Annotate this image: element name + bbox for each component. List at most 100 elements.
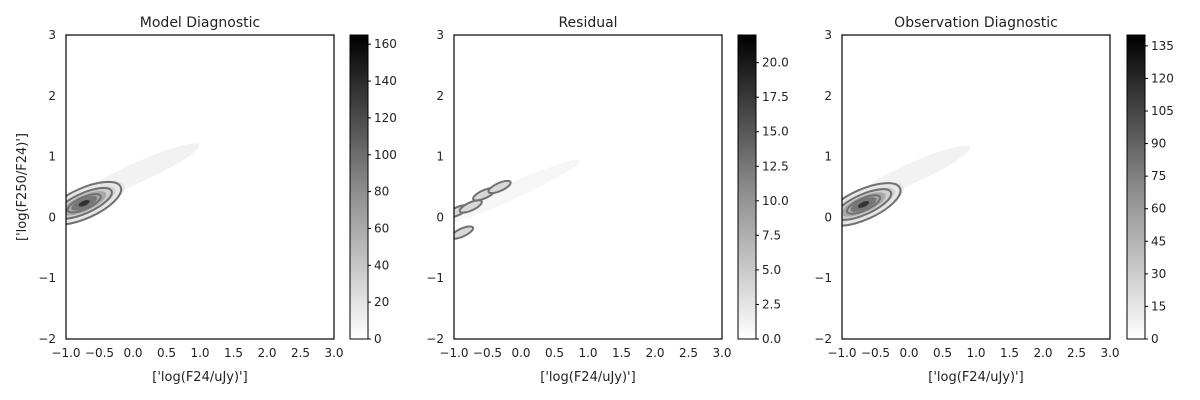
- x-tick-label: −1.0: [51, 346, 80, 360]
- y-tick-label: −2: [38, 332, 56, 346]
- colorbar-tick-label: 20.0: [762, 56, 789, 70]
- density-level: [857, 201, 870, 208]
- colorbar-tick-label: 75: [1151, 169, 1166, 183]
- colorbar-tick-label: 15: [1151, 299, 1166, 313]
- x-tick-label: 2.0: [1033, 346, 1052, 360]
- colorbar-tick-label: 60: [1151, 202, 1166, 216]
- x-tick-label: 3.0: [712, 346, 731, 360]
- colorbar-gradient: [349, 34, 369, 340]
- colorbar-tick-label: 20: [374, 295, 389, 309]
- x-tick-label: 0.5: [157, 346, 176, 360]
- x-tick-label: 1.5: [224, 346, 243, 360]
- x-tick-label: 0.0: [511, 346, 530, 360]
- colorbar-gradient: [737, 34, 757, 340]
- x-tick-label: −0.5: [861, 346, 890, 360]
- x-axis-label: ['log(F24/uJy)']: [152, 370, 247, 385]
- x-tick-label: 1.5: [1000, 346, 1019, 360]
- panel-1: Model Diagnostic −1.0 −0.5 0.0 0.5 1.0 1.5 2.0 2…: [15, 15, 397, 385]
- colorbar-tick-label: 7.5: [762, 228, 781, 242]
- colorbar-tick-label: 120: [374, 111, 397, 125]
- panel-2: Residual −1.0 −0.5 0.0 0.5 1.0 1.5 2.0 2.5 3.0 −2 −…: [426, 15, 788, 385]
- colorbar-tick-label: 17.5: [762, 90, 789, 104]
- y-tick-label: 1: [436, 150, 444, 164]
- x-tick-label: −0.5: [85, 346, 114, 360]
- colorbar-tick-label: 135: [1151, 39, 1174, 53]
- x-tick-label: −0.5: [473, 346, 502, 360]
- plot-frame: [841, 34, 1111, 340]
- y-tick-label: 1: [824, 150, 832, 164]
- y-tick-label: 3: [48, 28, 56, 42]
- x-tick-label: −1.0: [439, 346, 468, 360]
- plot-area: [454, 159, 581, 240]
- colorbar-tick-label: 0: [1151, 332, 1159, 346]
- colorbar-tick-label: 0: [374, 332, 382, 346]
- y-tick-label: −2: [814, 332, 832, 346]
- colorbar-tick-label: 30: [1151, 267, 1166, 281]
- colorbar-tick-label: 120: [1151, 71, 1174, 85]
- colorbar-tick-label: 40: [374, 258, 389, 272]
- y-tick-label: −2: [426, 332, 444, 346]
- x-axis-label: ['log(F24/uJy)']: [928, 370, 1023, 385]
- colorbar-tick-label: 160: [374, 37, 397, 51]
- colorbar: 0.0 2.5 5.0 7.5 10.0 12.5 15.0 17.5 20.0: [737, 34, 789, 346]
- x-tick-label: 1.0: [578, 346, 597, 360]
- x-tick-label: 1.5: [612, 346, 631, 360]
- y-axis-label: ['log(F250/F24)']: [15, 133, 30, 241]
- y-tick-label: 3: [824, 28, 832, 42]
- x-tick-label: 2.0: [645, 346, 664, 360]
- panel-title: Model Diagnostic: [140, 15, 260, 31]
- x-tick-label: 0.5: [545, 346, 564, 360]
- contour-line: [66, 186, 113, 220]
- x-tick-label: 2.5: [679, 346, 698, 360]
- contour-line: [66, 193, 102, 214]
- plot-frame: [65, 34, 335, 340]
- colorbar-tick-label: 5.0: [762, 263, 781, 277]
- plot-area: [66, 143, 200, 226]
- y-tick-label: 2: [436, 89, 444, 103]
- residual-contour: [487, 179, 512, 195]
- residual-contour: [454, 225, 475, 240]
- colorbar-tick-label: 100: [374, 148, 397, 162]
- x-tick-label: 1.0: [966, 346, 985, 360]
- colorbar-tick-label: 45: [1151, 234, 1166, 248]
- colorbar-tick-label: 90: [1151, 137, 1166, 151]
- y-tick-label: 0: [48, 210, 56, 224]
- contour-line: [842, 188, 893, 221]
- contour-line: [845, 194, 882, 215]
- y-tick-label: −1: [814, 271, 832, 285]
- contour-line: [66, 180, 123, 226]
- y-tick-label: −1: [426, 271, 444, 285]
- colorbar-tick-label: 105: [1151, 104, 1174, 118]
- y-tick-label: 0: [436, 210, 444, 224]
- x-tick-label: 0.0: [899, 346, 918, 360]
- plot-frame: [453, 34, 723, 340]
- colorbar-tick-label: 12.5: [762, 159, 789, 173]
- y-tick-label: 1: [48, 150, 56, 164]
- y-tick-label: −1: [38, 271, 56, 285]
- y-tick-label: 2: [48, 89, 56, 103]
- panel-title: Residual: [558, 15, 617, 31]
- y-tick-label: 0: [824, 210, 832, 224]
- density-level: [78, 199, 90, 207]
- colorbar-tick-label: 15.0: [762, 125, 789, 139]
- residual-contour: [458, 199, 483, 214]
- contour-line: [842, 182, 902, 227]
- colorbar-tick-label: 60: [374, 221, 389, 235]
- x-axis-label: ['log(F24/uJy)']: [540, 370, 635, 385]
- x-tick-label: 2.0: [257, 346, 276, 360]
- panel-3: Observation Diagnostic −1.0 −0.5 0.0 0.5 1.0 1…: [814, 15, 1174, 385]
- panel-title: Observation Diagnostic: [894, 15, 1058, 31]
- plot-area: [842, 145, 971, 227]
- x-tick-label: 0.5: [933, 346, 952, 360]
- x-tick-label: −1.0: [827, 346, 856, 360]
- colorbar: 0 15 30 45 60 75 90 105 120 135: [1126, 34, 1174, 346]
- x-tick-label: 2.5: [1067, 346, 1086, 360]
- colorbar-tick-label: 140: [374, 74, 397, 88]
- x-tick-label: 3.0: [324, 346, 343, 360]
- colorbar: 0 20 40 60 80 100 120 140 160: [349, 34, 397, 346]
- colorbar-gradient: [1126, 34, 1146, 340]
- colorbar-tick-label: 0.0: [762, 332, 781, 346]
- x-tick-label: 3.0: [1100, 346, 1119, 360]
- x-tick-label: 0.0: [123, 346, 142, 360]
